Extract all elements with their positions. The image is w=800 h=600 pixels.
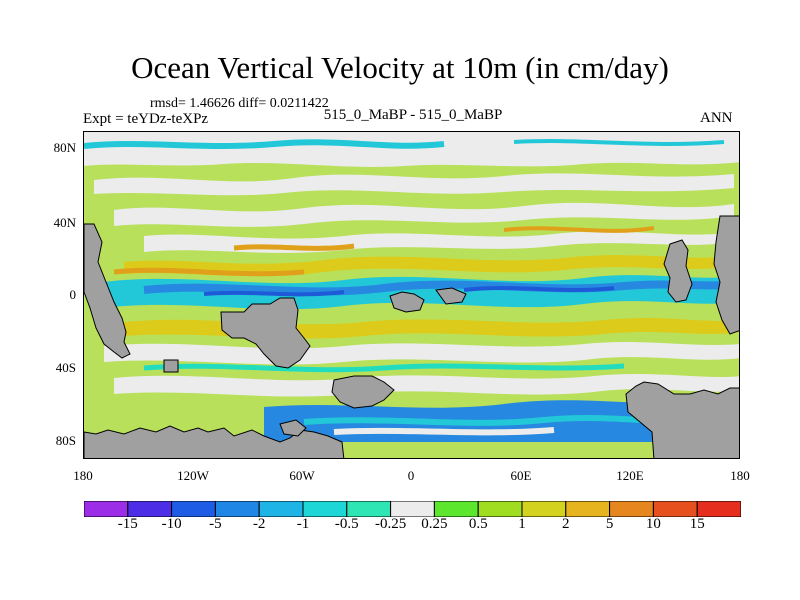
equatorial-band [104,275,739,310]
subtropical-band [124,255,734,277]
colorbar-swatch [127,501,173,517]
colorbar-swatch [521,501,567,517]
colorbar-swatch [258,501,304,517]
land-west-continent [84,223,131,359]
land-central-continent [220,297,311,369]
lon-label: 0 [407,468,415,483]
southern-white-streak [333,427,555,436]
white-band [114,202,734,227]
lat-label: 80N [53,140,76,155]
orange-streak [503,226,655,233]
colorbar-swatch [652,501,698,517]
arctic-cyan-streak [513,139,725,146]
colorbar-swatch [302,501,348,517]
stats-text: rmsd= 1.46626 diff= 0.0211422 [150,96,329,111]
southern-white-band [104,342,739,365]
lat-label: 40S [55,360,76,375]
colorbar-label: 15 [689,516,705,532]
colorbar-label: -1 [296,516,310,532]
season-label: ANN [700,110,733,126]
colorbar-label: -5 [209,516,222,532]
colorbar-swatch [214,501,260,517]
lon-label: 120E [616,468,644,483]
land-southeast-continent [625,381,739,458]
colorbar-label: 2 [562,516,570,532]
land-island [163,359,179,373]
colorbar-swatch [433,501,479,517]
colorbar-label: -2 [252,516,266,532]
arctic-band [84,132,739,167]
colorbar-label: 5 [605,516,614,532]
experiment-label: Expt = teYDz-teXPz [83,111,209,127]
land-equatorial-island [389,291,425,313]
colorbar-label: -0.25 [374,516,407,532]
colorbar [84,501,741,517]
southern-white-band [114,374,739,397]
lon-label: 60W [289,468,315,483]
colorbar-swatch [696,501,741,517]
colorbar-swatch [609,501,654,517]
land-eastern-continent [663,239,693,303]
colorbar-label: -10 [161,516,182,532]
colorbar-swatch [477,501,523,517]
lat-label: 40N [53,215,76,230]
land-south-polar [84,425,345,458]
colorbar-label: 0.5 [468,516,488,532]
lat-label: 80S [55,433,76,448]
land-equatorial-island [435,287,467,305]
land-eastern-edge [713,215,739,335]
lon-label: 180 [730,468,750,483]
colorbar-label: 0.25 [421,516,448,532]
equatorial-dark-streak [463,286,615,292]
colorbar-label: -0.5 [334,516,359,532]
map-panel [83,131,740,459]
colorbar-swatch [565,501,611,517]
colorbar-swatch [390,501,435,517]
orange-streak [233,243,355,251]
colorbar-label: 1 [518,516,526,532]
contour-map [84,132,739,458]
white-band [94,173,734,196]
colorbar-label: -15 [117,516,138,532]
land-island [279,419,307,437]
comparison-label: 515_0_MaBP - 515_0_MaBP [323,107,503,123]
lat-label: 0 [69,287,77,302]
colorbar-swatch [84,501,129,517]
lon-label: 120W [177,468,209,483]
land-southern-continent [331,375,395,409]
colorbar-swatch [171,501,216,517]
lon-label: 180 [73,468,93,483]
arctic-cyan-streak [84,139,445,149]
colorbar-swatch [346,501,392,517]
lon-label: 60E [510,468,532,483]
colorbar-label: 10 [645,516,661,532]
chart-title: Ocean Vertical Velocity at 10m (in cm/da… [131,50,669,85]
teal-streak [143,363,625,373]
orange-streak [113,267,305,277]
equatorial-dark-streak [203,290,345,297]
